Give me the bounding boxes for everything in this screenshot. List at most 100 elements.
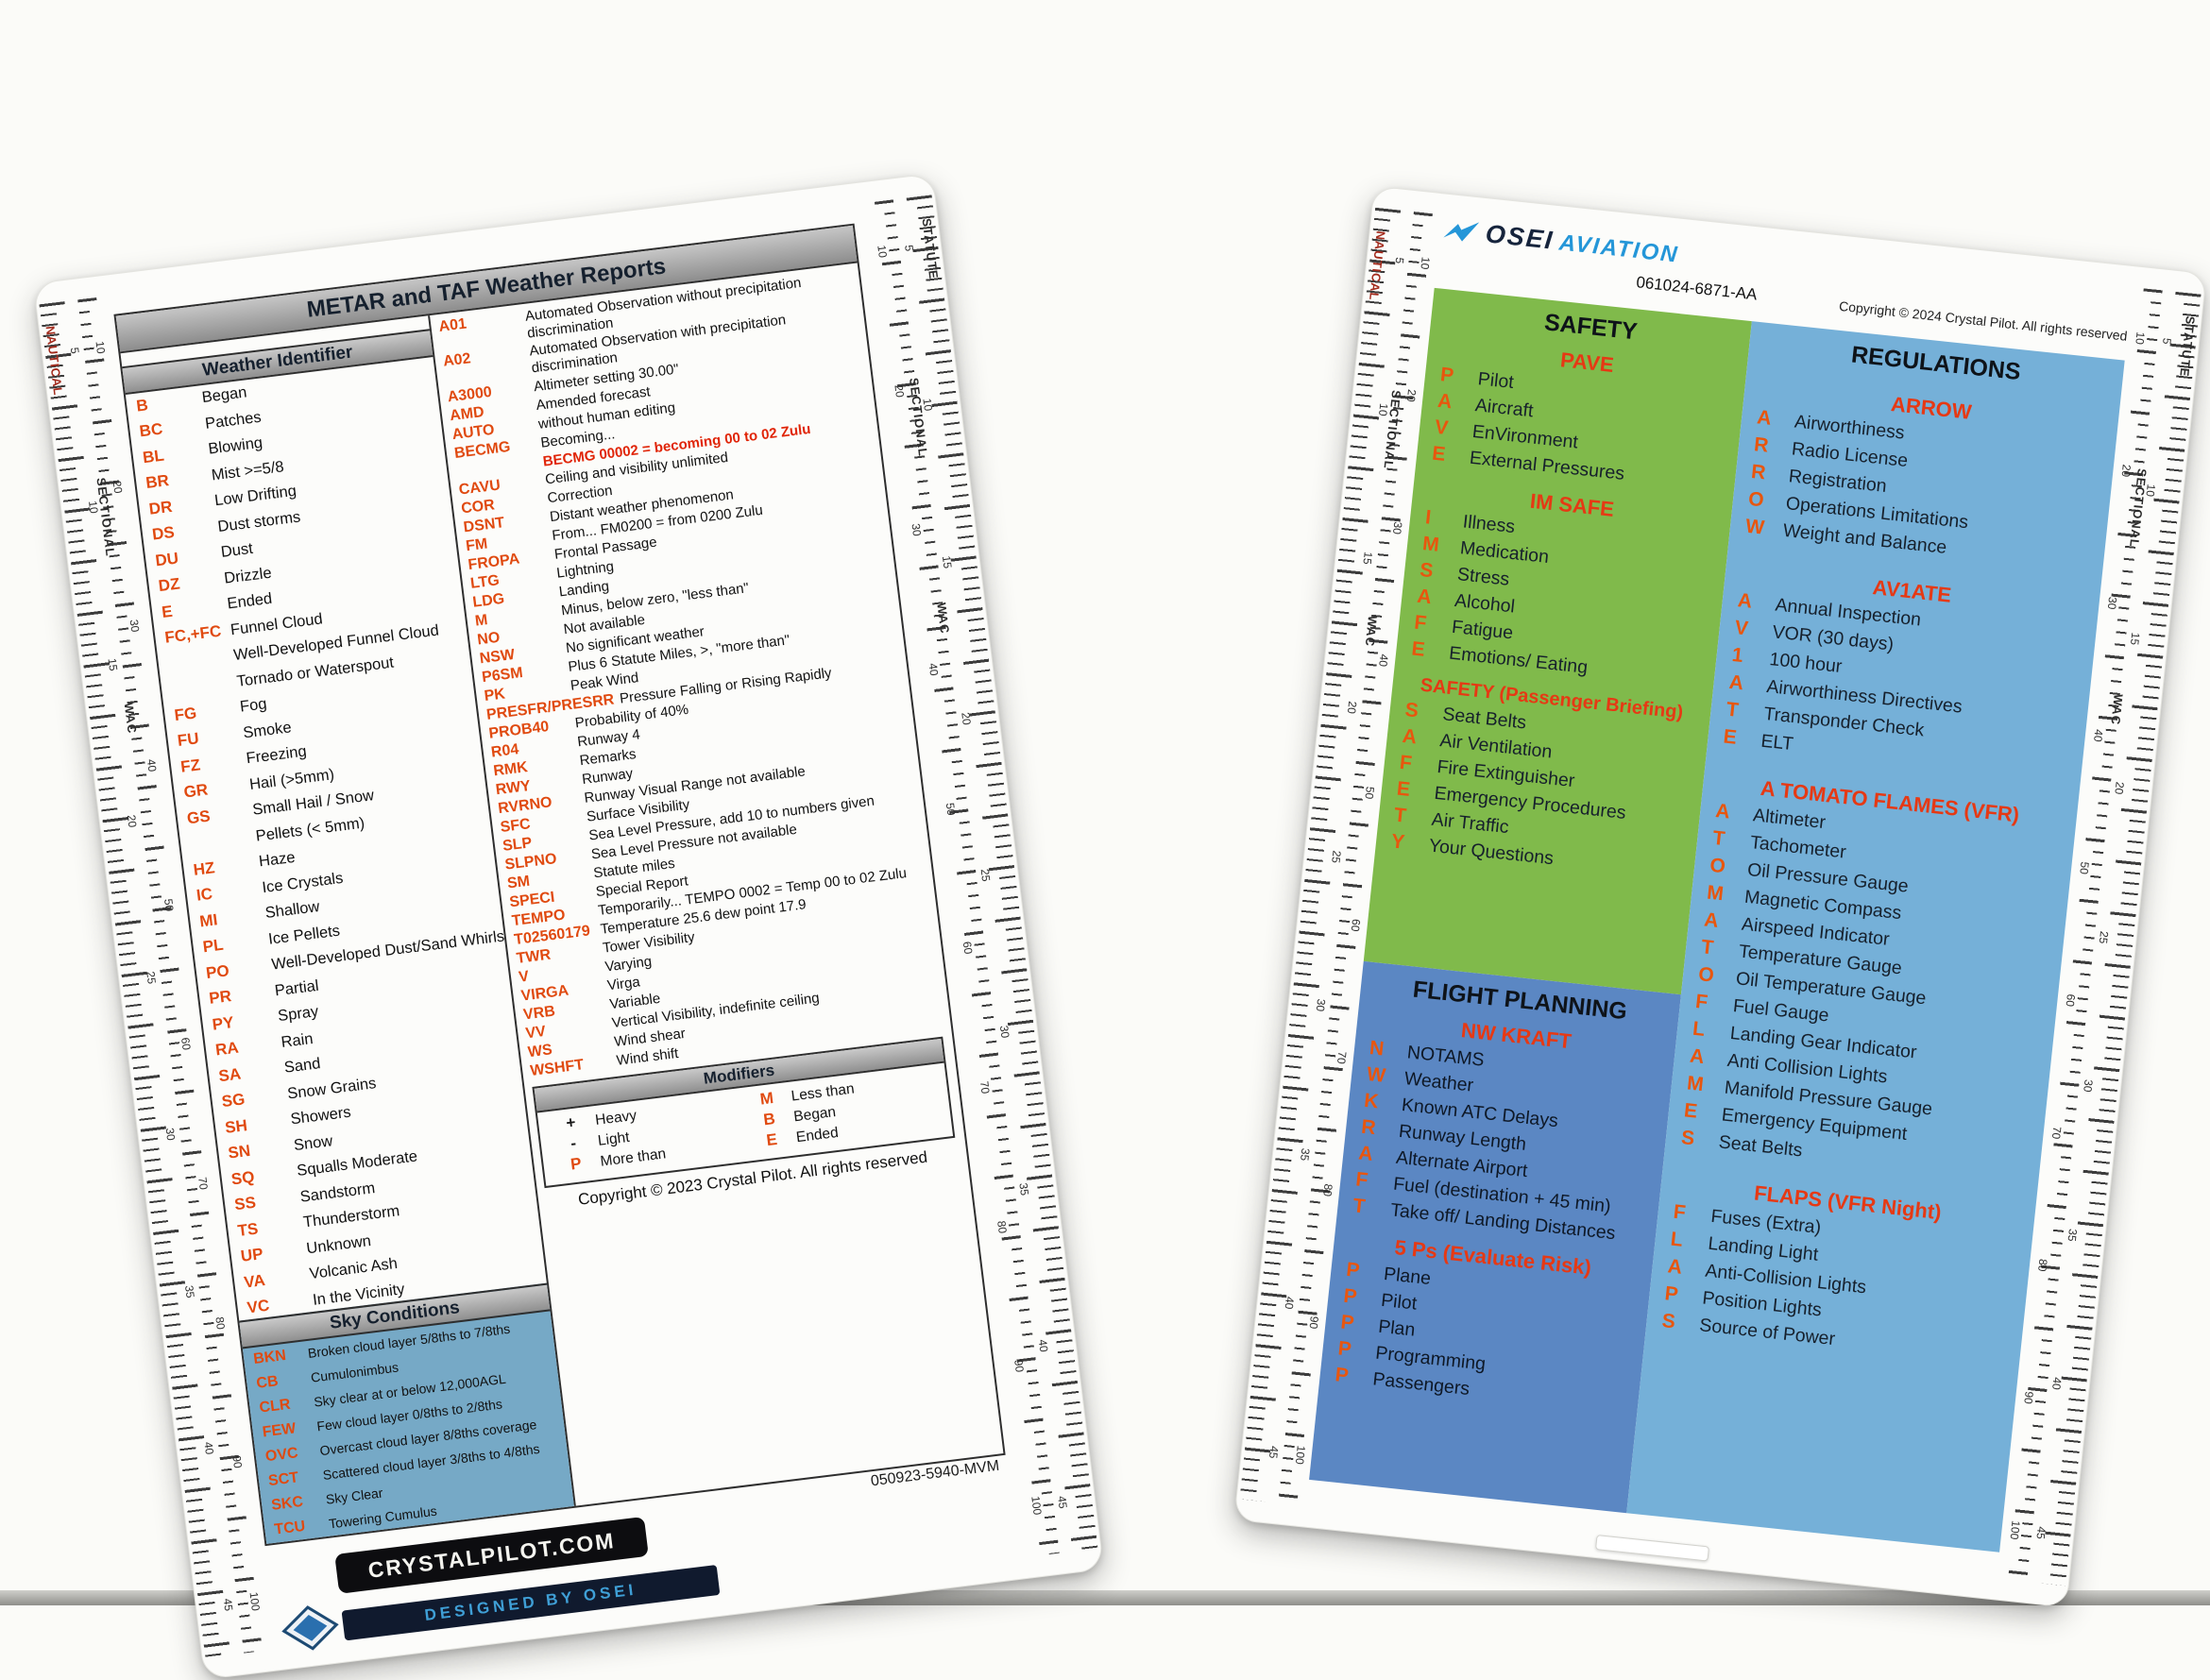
acronym-letter: E [1395,777,1412,801]
ruler-number: 15 [2128,632,2143,647]
flight-planning-panel: FLIGHT PLANNING NW KRAFT N NOTAMS W Weat… [1309,960,1682,1514]
brand-suffix: AVIATION [1557,229,1680,268]
acronym-letter: N [1368,1037,1386,1061]
ruler-number: 45 [221,1597,236,1612]
card-header: OSEI AVIATION 061024-6871-AA Copyright ©… [1435,207,2134,360]
acronym-letter: A [1756,406,1773,430]
weather-code [168,656,233,665]
ruler-number: 25 [144,970,160,985]
weather-description: Dust [219,540,254,562]
modifier-description: More than [599,1145,668,1171]
acronym-letter: Y [1390,830,1406,854]
metar-code: A01 [437,315,468,335]
weather-description: Snow [293,1131,334,1154]
acronym-letter: M [1421,533,1440,556]
acronym-letter: E [1431,442,1447,466]
acronym-letter: A [1714,800,1731,823]
weather-description: Smoke [242,719,293,742]
acronym-letter: E [1683,1099,1699,1123]
acronym-text: NOTAMS [1405,1042,1486,1071]
acronym-letter: A [1727,670,1745,695]
ruler-number: 60 [178,1037,194,1052]
ruler-number: 30 [909,522,925,537]
ruler-number: 40 [1376,653,1391,668]
acronym-letter: A [1666,1255,1684,1279]
ruler-number: 50 [2077,860,2092,875]
acronym-letter: O [1697,963,1715,987]
ruler-number: 30 [2081,1078,2096,1094]
sky-code: SKC [270,1493,304,1514]
acronym-text: Pilot [1380,1289,1419,1315]
weather-description: Ended [226,589,274,613]
ruler-number: 30 [1313,998,1329,1012]
osei-aviation-logo: OSEI AVIATION [1441,214,1681,268]
acronym-text: Stress [1456,564,1511,590]
acronym-letter: L [1669,1228,1684,1251]
metar-card-content: METAR and TAF Weather Reports Weather Id… [113,223,1006,1547]
acronym-letter: A [1703,908,1720,932]
acronym-text: Illness [1461,511,1517,538]
weather-description: Partial [273,976,320,1000]
ruler-number: 30 [162,1127,178,1142]
acronym-letter: P [1336,1337,1352,1361]
im-safe-list: I Illness M Medication S Stress A Alcoho… [1395,505,1729,696]
sky-code: OVC [264,1445,299,1466]
acronym-letter: E [1722,725,1738,749]
sky-code: TCU [273,1518,307,1538]
acronym-letter: E [1410,637,1426,661]
card-bottom-tab [1594,1534,1709,1562]
acronym-letter: T [1352,1195,1367,1218]
weather-description: Haze [258,849,297,871]
sky-code: CLR [258,1396,292,1417]
acronym-letter: R [1753,433,1770,457]
acronym-letter: P [1334,1364,1351,1387]
modifier-description: Ended [795,1125,840,1146]
panels: SAFETY PAVE P Pilot A Aircraft V EnViron… [1309,287,2125,1553]
modifier-code: E [765,1130,779,1150]
sky-conditions-list: BKN Broken cloud layer 5/8ths to 7/8ths … [243,1311,574,1543]
weather-description: Unknown [305,1231,372,1258]
acronym-letter: W [1744,515,1766,539]
acronym-text: Weather [1402,1068,1475,1096]
acronym-text: Pilot [1476,368,1515,394]
ruler-number: 40 [2049,1377,2065,1391]
weather-description: Rain [280,1029,314,1051]
weather-description: Drizzle [223,564,273,587]
acronym-letter: M [1686,1072,1705,1096]
ruler-number: 30 [1390,520,1405,535]
weather-description: Showers [289,1103,352,1128]
ruler-number: 60 [2063,993,2079,1008]
ruler-number: 20 [2118,464,2134,478]
ruler-number: 5 [67,347,82,355]
brand-name: OSEI [1484,219,1556,255]
acronym-letter: F [1694,990,1709,1014]
acronym-letter: T [1700,936,1715,959]
acronym-letter: O [1708,854,1726,878]
acronym-letter: P [1663,1282,1679,1306]
ruler-number: 80 [2035,1258,2050,1273]
acronym-letter: F [1413,611,1428,635]
weather-description: Freezing [245,742,308,768]
ruler-number: 40 [1036,1338,1051,1353]
ruler-number: 15 [105,656,121,671]
acronym-letter: P [1339,1311,1355,1334]
ruler-number: 35 [1298,1146,1313,1162]
ruler-number: 5 [1392,256,1406,264]
ruler-number: 5 [2159,337,2174,346]
ruler-number: 70 [978,1079,993,1095]
ruler-number: 30 [2105,596,2120,611]
ruler-number: 20 [110,479,126,494]
ruler-number: 35 [182,1283,197,1298]
aviation-checklists-card: 5 10 15 20 25 30 35 40 45 10 20 30 40 50 60 70 80 90 100 … [1233,185,2207,1608]
ruler-number: 100 [1292,1445,1308,1466]
acronym-letter: A [1357,1142,1374,1165]
acronym-text: Plan [1377,1315,1417,1341]
weather-description: Shallow [264,898,321,923]
acronym-letter: F [1672,1200,1687,1224]
ruler-number: 50 [162,897,177,912]
ruler-number: 10 [2133,331,2148,346]
acronym-letter: S [1419,558,1435,583]
weather-description: Blowing [207,433,264,458]
sky-description: Sky Clear [325,1485,384,1507]
acronym-letter: S [1660,1310,1676,1333]
